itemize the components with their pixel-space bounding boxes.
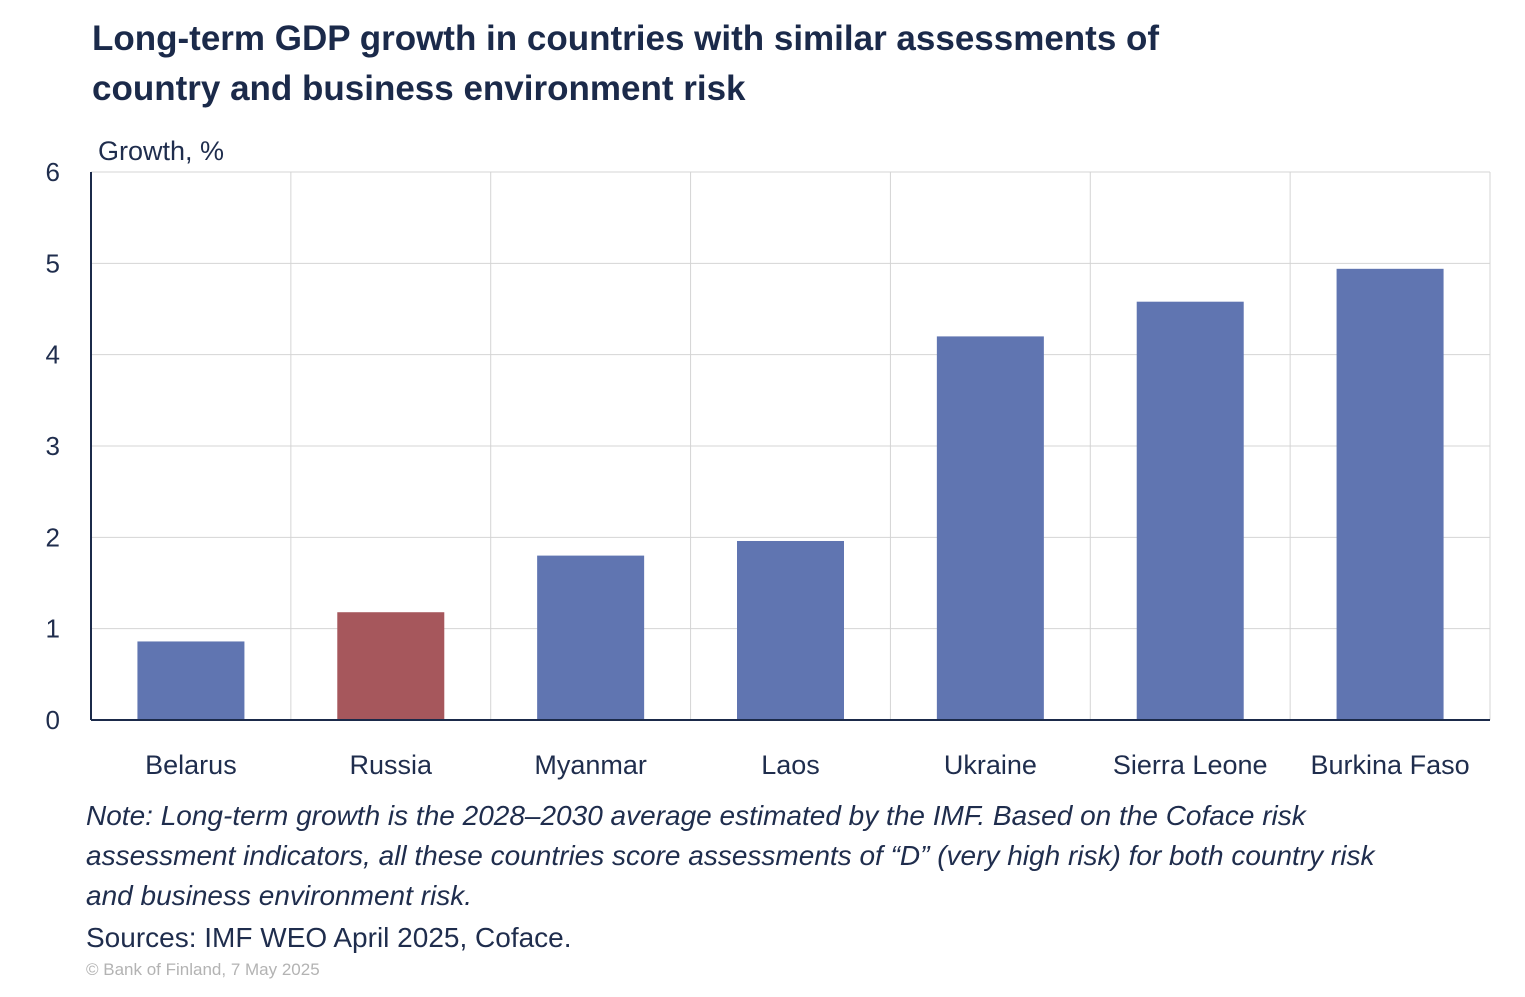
x-tick-label: Russia (350, 750, 434, 780)
y-tick-label: 2 (46, 522, 60, 552)
bar-layer (137, 268, 1444, 720)
x-tick-label: Laos (761, 750, 820, 780)
x-tick-label: Myanmar (534, 750, 647, 780)
x-tick-label: Belarus (145, 750, 237, 780)
chart-title-line-1: Long-term GDP growth in countries with s… (92, 19, 1160, 58)
y-tick-label: 3 (46, 431, 60, 461)
chart-note-line-1: Note: Long-term growth is the 2028–2030 … (86, 800, 1306, 831)
y-axis-label: Growth, % (98, 136, 224, 166)
x-tick-label: Burkina Faso (1311, 750, 1470, 780)
bar-ukraine (936, 336, 1044, 720)
y-tick-label: 0 (46, 705, 60, 735)
chart-note-line-2: assessment indicators, all these countri… (86, 840, 1375, 871)
label-layer: 0 1 2 3 4 5 6 Belarus Russia Myanmar Laos Ukraine Si… (46, 157, 1470, 780)
x-tick-label: Ukraine (944, 750, 1037, 780)
y-tick-label: 4 (46, 340, 60, 370)
y-tick-label: 6 (46, 157, 60, 187)
chart-title-line-2: country and business environment risk (92, 69, 746, 108)
chart-title: Long-term GDP growth in countries with s… (92, 14, 1292, 114)
chart-note-line-3: and business environment risk. (86, 880, 472, 911)
bar-burkina-faso (1336, 268, 1444, 720)
bar-belarus (137, 641, 245, 720)
copyright-notice: © Bank of Finland, 7 May 2025 (86, 960, 320, 979)
y-tick-label: 1 (46, 614, 60, 644)
bar-russia (337, 612, 445, 720)
chart-note: Note: Long-term growth is the 2028–2030 … (86, 796, 1506, 916)
axis-layer (90, 172, 1490, 721)
y-tick-label: 5 (46, 248, 60, 278)
bar-laos (737, 540, 844, 720)
bar-myanmar (537, 555, 645, 720)
chart-sources: Sources: IMF WEO April 2025, Coface. (86, 922, 572, 953)
grid-layer (91, 171, 1491, 720)
bar-sierra-leone (1136, 301, 1244, 720)
x-tick-label: Sierra Leone (1113, 750, 1268, 780)
